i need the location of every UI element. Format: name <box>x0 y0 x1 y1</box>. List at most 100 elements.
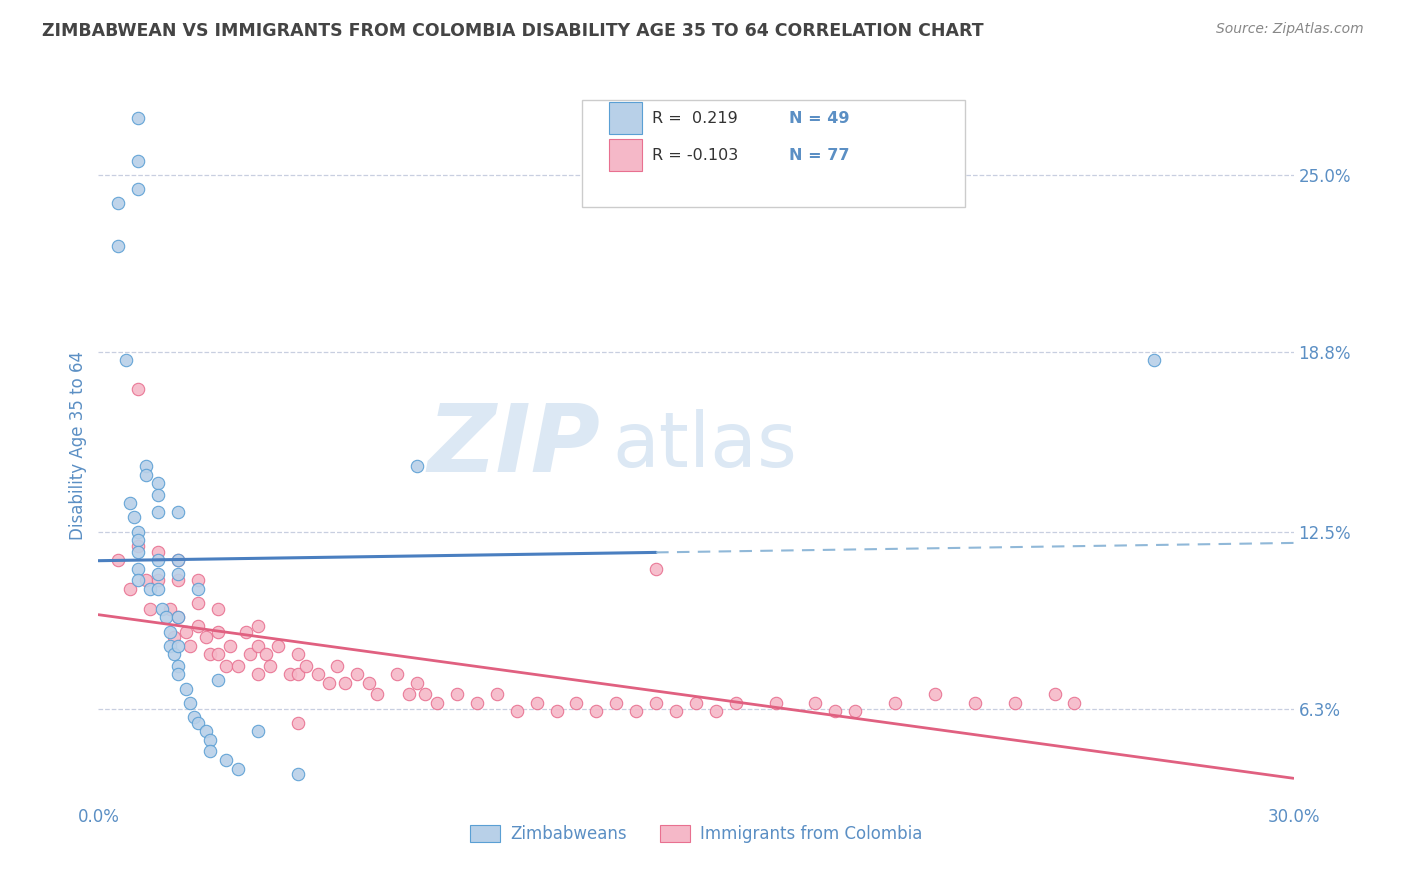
Point <box>413 687 436 701</box>
Point <box>446 687 468 701</box>
Point <box>665 705 688 719</box>
Point <box>127 573 149 587</box>
Point <box>120 582 142 596</box>
Point <box>385 667 409 681</box>
FancyBboxPatch shape <box>609 102 643 134</box>
Point <box>139 601 162 615</box>
Point <box>198 744 221 758</box>
Point <box>148 505 170 519</box>
Point <box>406 676 429 690</box>
Point <box>167 667 190 681</box>
Point <box>135 458 157 473</box>
Text: atlas: atlas <box>613 409 797 483</box>
Point <box>246 639 269 653</box>
Point <box>148 487 170 501</box>
Point <box>167 610 190 624</box>
Point <box>585 705 607 719</box>
Point <box>246 724 269 739</box>
Point <box>346 667 368 681</box>
Point <box>148 476 170 491</box>
Point <box>167 553 190 567</box>
Point <box>127 524 149 539</box>
Point <box>318 676 340 690</box>
FancyBboxPatch shape <box>609 139 643 171</box>
Point <box>163 648 186 662</box>
Point <box>406 458 429 473</box>
Legend: Zimbabweans, Immigrants from Colombia: Zimbabweans, Immigrants from Colombia <box>461 817 931 852</box>
Y-axis label: Disability Age 35 to 64: Disability Age 35 to 64 <box>69 351 87 541</box>
Point <box>187 596 209 610</box>
Point <box>179 639 201 653</box>
Point <box>167 658 190 673</box>
Point <box>207 624 229 639</box>
Point <box>127 111 149 125</box>
Point <box>198 733 221 747</box>
Point <box>884 696 907 710</box>
Point <box>207 648 229 662</box>
Point <box>645 696 668 710</box>
Point <box>187 715 209 730</box>
Point <box>287 648 309 662</box>
Point <box>287 767 309 781</box>
Point <box>824 705 846 719</box>
Point <box>235 624 257 639</box>
Point <box>215 658 238 673</box>
Point <box>179 696 201 710</box>
Point <box>127 382 149 396</box>
Point <box>506 705 529 719</box>
Point <box>187 573 209 587</box>
Point <box>1043 687 1066 701</box>
Point <box>120 496 142 510</box>
Text: R = -0.103: R = -0.103 <box>652 148 738 162</box>
Text: R =  0.219: R = 0.219 <box>652 111 738 126</box>
Point <box>1143 353 1166 368</box>
Point <box>167 567 190 582</box>
Point <box>246 667 269 681</box>
Point <box>426 696 449 710</box>
Point <box>294 658 316 673</box>
Point <box>198 648 221 662</box>
Point <box>195 724 218 739</box>
Point <box>704 705 727 719</box>
Point <box>207 601 229 615</box>
Point <box>219 639 242 653</box>
Point <box>485 687 508 701</box>
Point <box>159 639 181 653</box>
Point <box>287 667 309 681</box>
Point <box>124 510 146 524</box>
Point <box>148 582 170 596</box>
Point <box>1063 696 1085 710</box>
Point <box>278 667 301 681</box>
Point <box>159 624 181 639</box>
Point <box>724 696 747 710</box>
Point <box>326 658 349 673</box>
Point <box>148 567 170 582</box>
Point <box>127 539 149 553</box>
Point <box>135 573 157 587</box>
Point <box>246 619 269 633</box>
Point <box>645 562 668 576</box>
Point <box>135 467 157 482</box>
Point <box>215 753 238 767</box>
Point <box>398 687 420 701</box>
Point <box>366 687 388 701</box>
Point <box>107 239 129 253</box>
Point <box>226 658 249 673</box>
Text: Source: ZipAtlas.com: Source: ZipAtlas.com <box>1216 22 1364 37</box>
Point <box>174 681 197 696</box>
Point <box>187 619 209 633</box>
Point <box>765 696 787 710</box>
Point <box>307 667 329 681</box>
Point <box>107 553 129 567</box>
Text: N = 49: N = 49 <box>789 111 849 126</box>
Point <box>127 544 149 558</box>
Point <box>187 582 209 596</box>
Point <box>115 353 138 368</box>
Point <box>167 573 190 587</box>
Point <box>167 505 190 519</box>
Point <box>359 676 381 690</box>
Point <box>167 639 190 653</box>
Point <box>148 544 170 558</box>
Point <box>207 673 229 687</box>
Text: ZIMBABWEAN VS IMMIGRANTS FROM COLOMBIA DISABILITY AGE 35 TO 64 CORRELATION CHART: ZIMBABWEAN VS IMMIGRANTS FROM COLOMBIA D… <box>42 22 984 40</box>
